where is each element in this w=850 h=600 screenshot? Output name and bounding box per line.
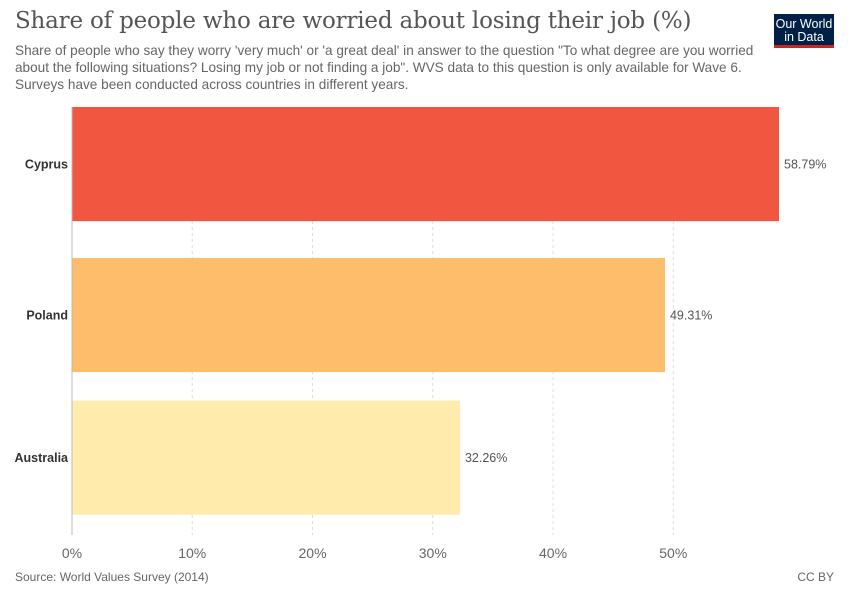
x-tick-label: 20% <box>299 545 327 561</box>
x-tick-label: 0% <box>62 545 82 561</box>
chart-subtitle: Share of people who say they worry 'very… <box>15 43 754 92</box>
x-tick-label: 30% <box>419 545 447 561</box>
category-label: Australia <box>15 451 70 465</box>
bar <box>72 400 460 515</box>
license-link[interactable]: CC BY <box>797 570 834 584</box>
value-label: 58.79% <box>784 158 826 172</box>
bar <box>72 107 779 222</box>
source-note[interactable]: Source: World Values Survey (2014) <box>15 570 209 584</box>
bar <box>72 257 665 373</box>
x-tick-label: 40% <box>539 545 567 561</box>
category-label: Poland <box>26 309 68 323</box>
owid-logo[interactable]: Our World in Data <box>774 14 834 48</box>
chart-title: Share of people who are worried about lo… <box>15 8 692 34</box>
value-label: 32.26% <box>465 451 507 465</box>
value-label: 49.31% <box>670 309 712 323</box>
category-label: Cyprus <box>25 158 68 172</box>
logo-line-1: Our World <box>775 17 833 31</box>
x-tick-label: 10% <box>178 545 206 561</box>
x-tick-label: 50% <box>659 545 687 561</box>
logo-line-2: in Data <box>784 30 824 44</box>
